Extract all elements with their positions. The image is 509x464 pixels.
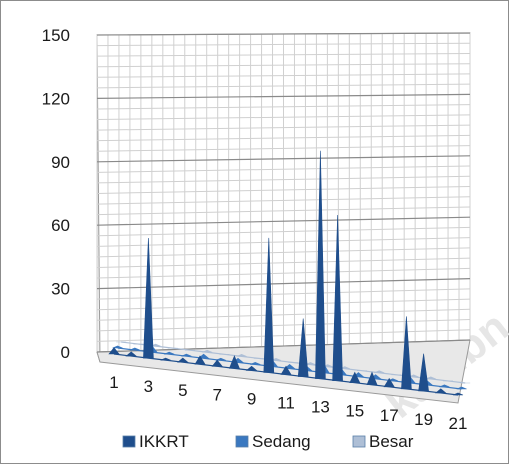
- grid-line-minor: [96, 124, 471, 131]
- grid-line-minor: [96, 267, 471, 279]
- grid-line-minor: [96, 145, 471, 152]
- grid-line-major: [96, 216, 471, 226]
- grid-line-minor: [96, 247, 471, 258]
- y-tick-label: 0: [61, 343, 70, 362]
- grid-line-minor: [96, 73, 471, 78]
- grid-line-minor: [96, 329, 471, 342]
- y-tick-label: 120: [42, 89, 70, 108]
- grid-line-minor: [96, 237, 471, 247]
- x-tick-label: 19: [414, 410, 433, 429]
- grid-line-minor: [96, 319, 471, 332]
- grid-line-minor: [96, 298, 471, 311]
- legend-swatch-ikkrt: [122, 435, 136, 448]
- x-tick-label: 21: [449, 414, 468, 433]
- x-tick-label: 15: [345, 402, 364, 421]
- grid-line-minor: [96, 288, 471, 300]
- x-tick-label: 7: [212, 385, 221, 404]
- legend-label-ikkrt: IKKRT: [139, 432, 189, 451]
- grid-line-major: [96, 155, 471, 163]
- legend: IKKRT Sedang Besar: [122, 432, 414, 451]
- grid-line-minor: [96, 186, 471, 194]
- grid-line-minor: [96, 165, 471, 173]
- grid-line-minor: [96, 134, 471, 142]
- grid-line-minor: [96, 226, 471, 237]
- y-tick-label: 60: [51, 216, 70, 235]
- x-tick-label: 17: [380, 406, 399, 425]
- series-layer: [108, 150, 471, 396]
- x-tick-label: 3: [144, 377, 153, 396]
- x-tick-label: 11: [277, 394, 295, 413]
- y-axis-ticks: 0 30 60 90 120 150: [42, 26, 70, 362]
- y-tick-label: 150: [42, 26, 70, 45]
- gridlines: [96, 32, 471, 353]
- grid-line-minor: [96, 206, 471, 216]
- grid-line-minor: [96, 42, 471, 47]
- x-axis-ticks: 1 3 5 7 9 11 13 15 17 19 21: [109, 373, 467, 433]
- y-tick-label: 30: [51, 280, 70, 299]
- grid-line-minor: [96, 114, 471, 121]
- grid-line-major: [96, 278, 471, 290]
- grid-line-minor: [96, 63, 471, 68]
- grid-line-minor: [96, 52, 471, 57]
- x-tick-label: 13: [311, 398, 330, 417]
- legend-swatch-besar: [352, 435, 366, 448]
- legend-label-besar: Besar: [369, 432, 414, 451]
- grid-line-minor: [96, 104, 471, 110]
- grid-line-minor: [96, 257, 471, 268]
- grid-line-major: [96, 93, 471, 99]
- grid-line-minor: [96, 175, 471, 184]
- grid-line-minor: [96, 83, 471, 89]
- x-tick-label: 9: [247, 389, 256, 408]
- x-tick-label: 5: [178, 381, 187, 400]
- grid-line-minor: [96, 308, 471, 321]
- x-tick-label: 1: [109, 373, 118, 392]
- grid-line-minor: [96, 196, 471, 205]
- legend-label-sedang: Sedang: [252, 432, 311, 451]
- legend-swatch-sedang: [235, 435, 249, 448]
- baseline-ikkrt: [113, 353, 459, 396]
- y-tick-label: 90: [51, 153, 70, 172]
- grid-line-major: [96, 32, 471, 36]
